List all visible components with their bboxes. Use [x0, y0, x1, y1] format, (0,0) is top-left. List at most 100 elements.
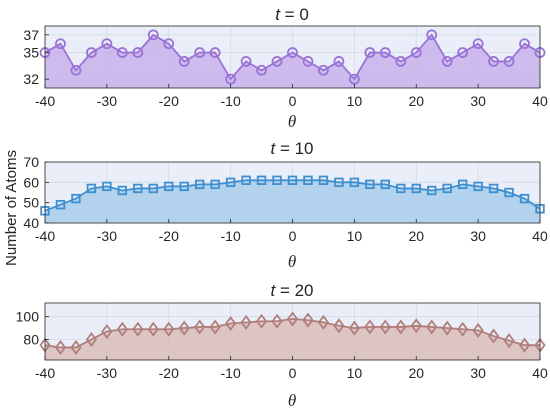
x-tick-label: -30	[97, 365, 117, 381]
data-point	[379, 47, 391, 58]
y-tick-label: 50	[23, 195, 39, 211]
data-point	[442, 183, 452, 194]
series-line	[44, 179, 541, 212]
data-point	[302, 56, 314, 67]
x-tick-label: -20	[159, 228, 179, 244]
data-point	[241, 175, 251, 185]
data-point	[178, 320, 190, 336]
x-tick-label: -40	[35, 228, 55, 244]
data-point	[410, 47, 422, 58]
data-point	[302, 312, 314, 328]
x-tick-label: 40	[532, 228, 548, 244]
data-point	[518, 337, 531, 353]
data-point	[348, 73, 360, 85]
data-point	[70, 339, 82, 355]
data-point	[116, 47, 128, 58]
plot-area: -40 -30 -20 -10 0 10 20 30 40 32 35 37	[23, 25, 548, 109]
data-point	[70, 64, 82, 76]
data-point	[178, 56, 190, 67]
data-point	[240, 56, 252, 67]
panel-t10: t = 10 -40 -30 -20 -10 0 10 20 30 40 40 50 60 70 θ	[23, 139, 548, 271]
y-tick-label: 40	[23, 215, 39, 231]
data-point	[86, 47, 97, 58]
data-point	[396, 183, 406, 194]
data-point	[503, 56, 515, 67]
x-tick-label: 30	[470, 93, 486, 109]
data-point	[101, 38, 113, 50]
data-point	[364, 319, 376, 335]
data-point	[54, 339, 67, 355]
data-point	[225, 177, 236, 188]
panel-t0: t = 0 -40 -30 -20 -10 0 10 20 30 40 32 35 37 θ	[23, 5, 548, 131]
data-point	[147, 321, 159, 337]
data-point	[117, 185, 128, 196]
data-point	[427, 185, 437, 196]
data-point	[194, 179, 205, 190]
data-point	[317, 314, 330, 330]
x-tick-label: -40	[35, 365, 55, 381]
data-point	[503, 333, 515, 349]
data-point	[426, 319, 438, 335]
data-point	[271, 313, 283, 329]
data-point	[240, 314, 252, 330]
data-point	[225, 73, 237, 85]
x-tick-label: 40	[532, 93, 548, 109]
data-point	[179, 181, 189, 192]
data-point	[379, 319, 391, 335]
x-tick-label: -30	[97, 228, 117, 244]
data-point	[255, 313, 268, 329]
panel-t20: t = 20 -40 -30 -20 -10 0 10 20 30 40 80 100 θ	[16, 281, 548, 410]
data-point	[365, 179, 375, 190]
plot-area: -40 -30 -20 -10 0 10 20 30 40 80 100	[16, 302, 548, 381]
data-point	[334, 177, 344, 188]
y-tick-label: 100	[16, 309, 40, 325]
y-tick-label: 37	[23, 27, 39, 43]
x-tick-label: -20	[159, 365, 179, 381]
x-tick-label: 10	[347, 228, 363, 244]
data-point	[473, 181, 483, 192]
data-point	[380, 179, 391, 190]
data-point	[519, 193, 530, 204]
data-point	[395, 319, 407, 335]
data-point	[504, 187, 514, 198]
data-point	[395, 56, 407, 67]
y-tick-label: 70	[23, 154, 39, 170]
data-point	[194, 47, 206, 58]
x-axis-label: θ	[288, 391, 296, 410]
data-point	[194, 319, 206, 335]
data-point	[441, 56, 453, 67]
x-tick-label: -30	[97, 93, 117, 109]
y-tick-label: 80	[23, 331, 39, 347]
data-point	[102, 181, 112, 192]
data-point	[101, 324, 113, 339]
x-tick-label: -40	[35, 93, 55, 109]
data-point	[318, 64, 329, 76]
panel-title: t = 0	[275, 5, 309, 24]
x-tick-label: 20	[408, 93, 424, 109]
y-tick-label: 60	[23, 174, 39, 190]
data-point	[411, 183, 421, 194]
data-point	[209, 47, 221, 58]
panel-title: t = 20	[270, 281, 313, 300]
data-point	[318, 175, 329, 185]
data-point	[333, 56, 345, 67]
data-point	[349, 177, 360, 188]
x-tick-label: 0	[289, 228, 297, 244]
x-tick-label: 30	[470, 228, 486, 244]
y-axis-label: Number of Atoms	[3, 150, 20, 266]
x-axis-label: θ	[288, 112, 296, 131]
x-tick-label: -10	[221, 228, 241, 244]
data-point	[133, 183, 143, 194]
data-point	[164, 181, 174, 192]
data-point	[487, 328, 500, 344]
x-tick-label: 20	[408, 228, 424, 244]
data-point	[426, 29, 438, 41]
data-point	[364, 47, 376, 58]
data-point	[287, 175, 298, 185]
data-point	[271, 56, 283, 67]
data-point	[333, 318, 345, 334]
data-point	[55, 199, 66, 210]
data-point	[55, 38, 66, 50]
x-tick-label: 0	[289, 93, 297, 109]
